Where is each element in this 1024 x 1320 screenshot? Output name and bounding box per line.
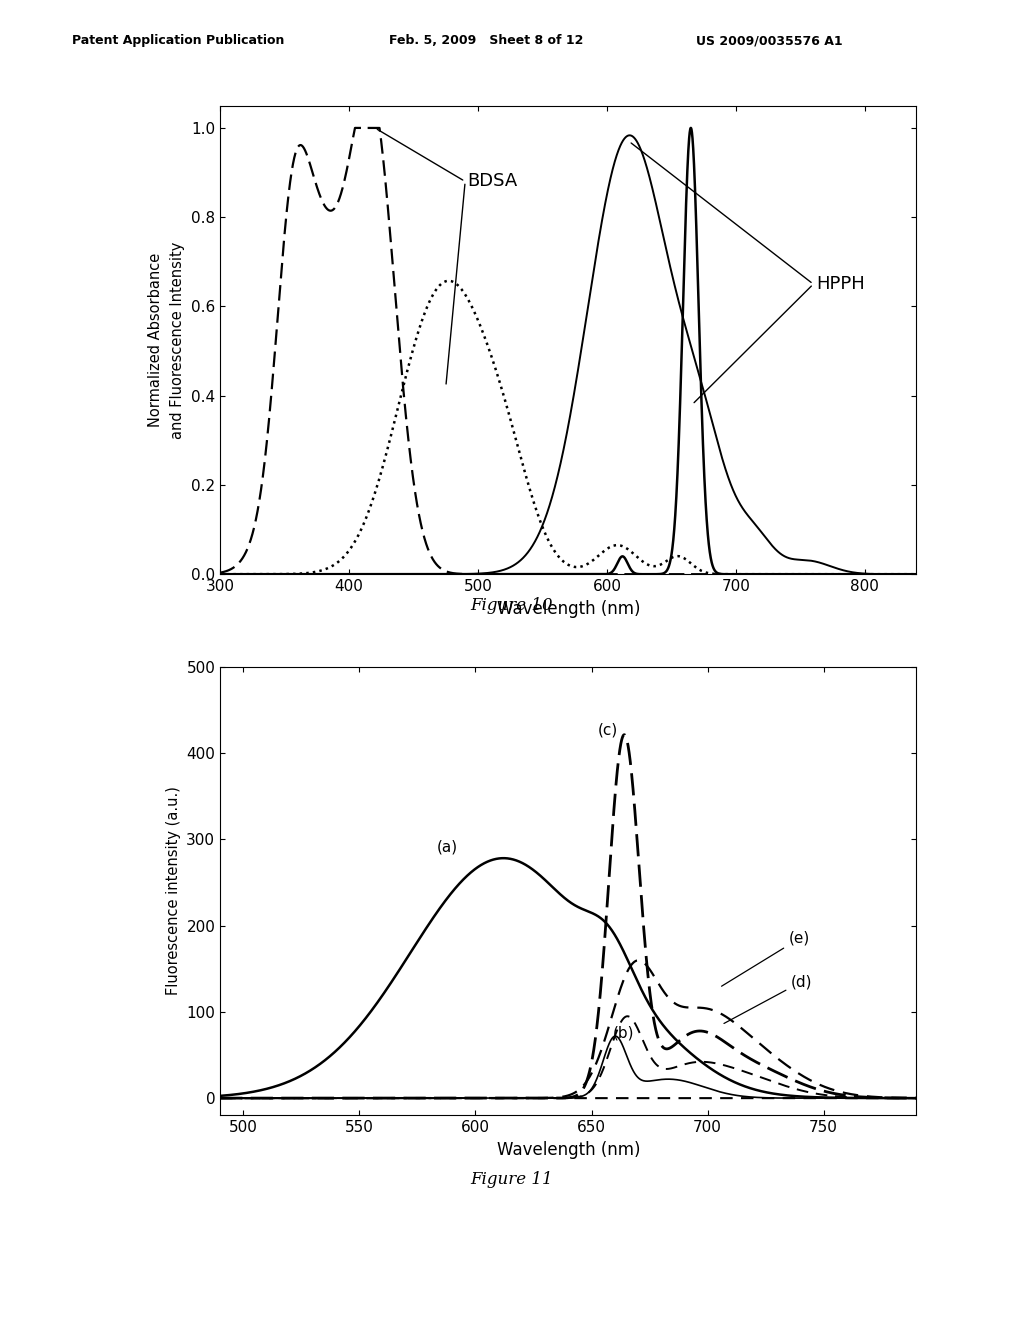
Text: HPPH: HPPH bbox=[816, 275, 864, 293]
Text: BDSA: BDSA bbox=[468, 173, 518, 190]
X-axis label: Wavelength (nm): Wavelength (nm) bbox=[497, 1140, 640, 1159]
Text: (b): (b) bbox=[612, 1026, 634, 1040]
Text: (e): (e) bbox=[722, 931, 810, 986]
Y-axis label: Fluorescence intensity (a.u.): Fluorescence intensity (a.u.) bbox=[166, 787, 181, 995]
Text: Figure 11: Figure 11 bbox=[471, 1171, 553, 1188]
Text: Patent Application Publication: Patent Application Publication bbox=[72, 34, 284, 48]
X-axis label: Wavelength (nm): Wavelength (nm) bbox=[497, 599, 640, 618]
Text: US 2009/0035576 A1: US 2009/0035576 A1 bbox=[696, 34, 843, 48]
Text: (d): (d) bbox=[724, 974, 813, 1023]
Text: Figure 10: Figure 10 bbox=[471, 597, 553, 614]
Text: (a): (a) bbox=[437, 840, 458, 855]
Text: (c): (c) bbox=[598, 722, 617, 738]
Y-axis label: Normalized Absorbance
and Fluorescence Intensity: Normalized Absorbance and Fluorescence I… bbox=[148, 242, 185, 438]
Text: Feb. 5, 2009   Sheet 8 of 12: Feb. 5, 2009 Sheet 8 of 12 bbox=[389, 34, 584, 48]
